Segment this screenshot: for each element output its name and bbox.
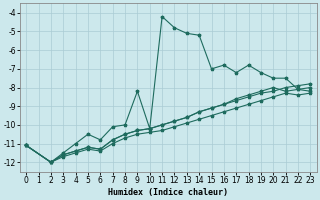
X-axis label: Humidex (Indice chaleur): Humidex (Indice chaleur) (108, 188, 228, 197)
